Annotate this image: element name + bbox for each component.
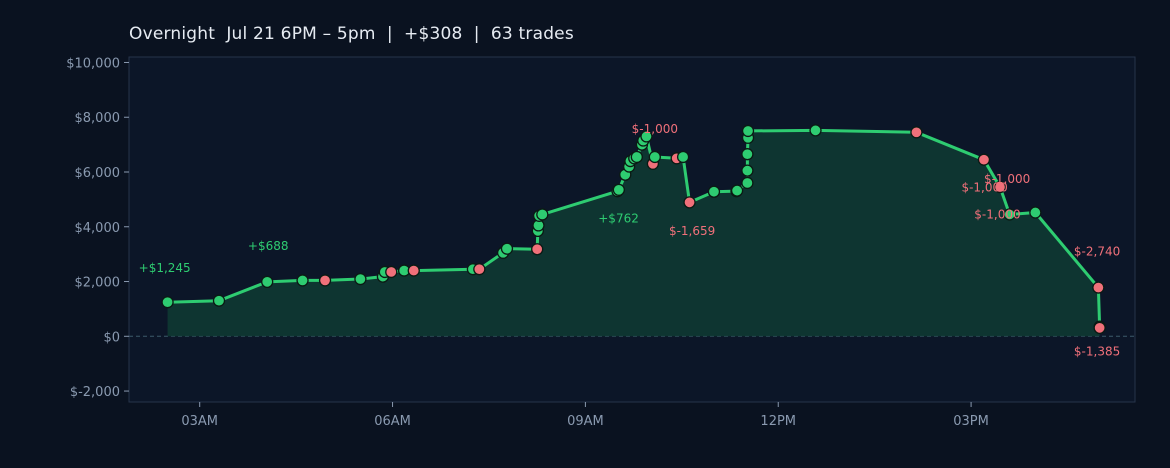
x-tick-label: 03PM bbox=[953, 414, 989, 429]
loss-trade-point bbox=[683, 196, 696, 209]
win-trade-point bbox=[212, 294, 226, 307]
loss-trade-point bbox=[318, 274, 332, 287]
loss-trade-point bbox=[531, 243, 544, 256]
win-trade-point bbox=[741, 176, 754, 190]
win-trade-point bbox=[500, 242, 514, 255]
loss-trade-point bbox=[473, 263, 486, 276]
y-tick-label: $10,000 bbox=[66, 56, 120, 71]
win-trade-point bbox=[676, 150, 690, 164]
trade-annotation: +$688 bbox=[248, 239, 289, 253]
x-tick-label: 12PM bbox=[760, 414, 796, 429]
win-trade-point bbox=[741, 164, 754, 177]
trade-annotation: $-1,000 bbox=[974, 208, 1020, 222]
win-trade-point bbox=[809, 124, 822, 137]
y-tick-label: $0 bbox=[103, 330, 120, 345]
y-tick-label: $-2,000 bbox=[70, 385, 120, 400]
win-trade-point bbox=[640, 130, 653, 143]
chart-title: Overnight Jul 21 6PM – 5pm | +$308 | 63 … bbox=[129, 24, 574, 44]
win-trade-point bbox=[261, 275, 274, 289]
loss-trade-point bbox=[385, 265, 398, 279]
trade-annotation: $-1,659 bbox=[669, 224, 715, 238]
y-tick-label: $8,000 bbox=[75, 111, 121, 126]
y-tick-label: $6,000 bbox=[75, 166, 121, 181]
win-trade-point bbox=[741, 124, 755, 138]
win-trade-point bbox=[354, 272, 367, 286]
win-trade-point bbox=[648, 150, 661, 164]
win-trade-point bbox=[707, 185, 721, 198]
y-tick-label: $4,000 bbox=[75, 221, 121, 236]
trade-annotation: $-2,740 bbox=[1074, 245, 1120, 259]
x-tick-label: 06AM bbox=[374, 414, 411, 429]
loss-trade-point bbox=[977, 153, 991, 166]
x-tick-label: 03AM bbox=[181, 414, 218, 429]
loss-trade-point bbox=[1092, 281, 1105, 294]
win-trade-point bbox=[630, 150, 643, 164]
loss-trade-point bbox=[910, 126, 923, 139]
trade-annotation: +$1,245 bbox=[139, 261, 191, 275]
win-trade-point bbox=[296, 274, 309, 287]
equity-area bbox=[167, 130, 1100, 337]
trade-annotation: $-1,000 bbox=[984, 172, 1030, 186]
win-trade-point bbox=[1029, 206, 1042, 219]
trade-annotation: $-1,385 bbox=[1074, 344, 1120, 358]
win-trade-point bbox=[161, 296, 174, 309]
win-trade-point bbox=[741, 148, 754, 161]
loss-trade-point bbox=[1093, 321, 1106, 335]
y-tick-label: $2,000 bbox=[75, 276, 121, 291]
trade-annotation: +$762 bbox=[598, 212, 639, 226]
win-trade-point bbox=[612, 183, 625, 196]
trade-annotation: $-1,000 bbox=[632, 122, 678, 136]
trade-annotation: $-1,000 bbox=[961, 181, 1007, 195]
loss-trade-point bbox=[993, 180, 1007, 194]
win-trade-point bbox=[536, 208, 549, 221]
loss-trade-point bbox=[407, 264, 420, 277]
win-trade-point bbox=[730, 184, 744, 197]
win-trade-point bbox=[1003, 208, 1016, 221]
x-tick-label: 09AM bbox=[567, 414, 604, 429]
